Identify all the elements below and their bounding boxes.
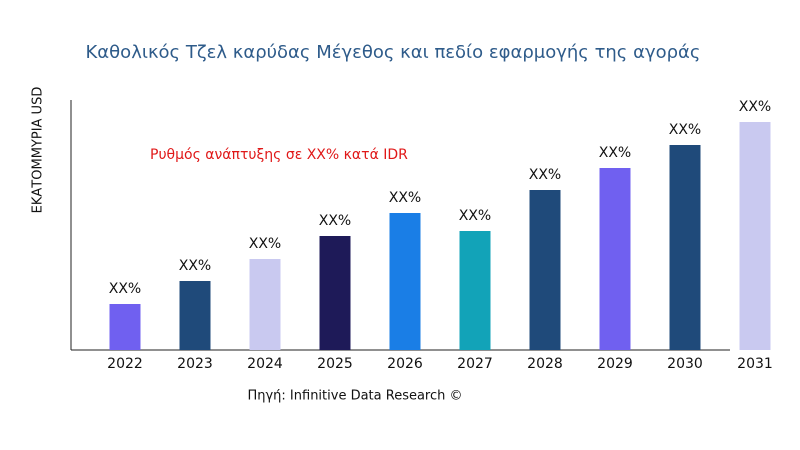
x-tick-label: 2023 bbox=[177, 356, 213, 372]
x-tick-label: 2031 bbox=[737, 356, 773, 372]
bar bbox=[599, 168, 631, 350]
value-label: XX% bbox=[109, 281, 141, 297]
bar bbox=[319, 236, 351, 350]
value-label: XX% bbox=[669, 122, 701, 138]
x-tick-label: 2025 bbox=[317, 356, 353, 372]
x-tick-label: 2028 bbox=[527, 356, 563, 372]
source: Πηγή: Infinitive Data Research © bbox=[247, 389, 462, 404]
x-tick-label: 2027 bbox=[457, 356, 493, 372]
annotation: Ρυθμός ανάπτυξης σε XX% κατά IDR bbox=[150, 147, 408, 163]
x-tick-label: 2030 bbox=[667, 356, 703, 372]
x-tick-label: 2029 bbox=[597, 356, 633, 372]
bar bbox=[389, 213, 421, 350]
value-label: XX% bbox=[389, 190, 421, 206]
value-label: XX% bbox=[599, 145, 631, 161]
value-label: XX% bbox=[249, 236, 281, 252]
chart-title: Καθολικός Τζελ καρύδας Μέγεθος και πεδίο… bbox=[86, 42, 701, 63]
value-label: XX% bbox=[319, 213, 351, 229]
x-tick-label: 2024 bbox=[247, 356, 283, 372]
bar bbox=[529, 190, 561, 350]
bar bbox=[179, 281, 211, 350]
y-axis-label: ΕΚΑΤΟΜΜΥΡΙΑ USD bbox=[31, 87, 46, 214]
x-tick-label: 2022 bbox=[107, 356, 143, 372]
x-tick-label: 2026 bbox=[387, 356, 423, 372]
value-label: XX% bbox=[459, 208, 491, 224]
bar bbox=[669, 145, 701, 350]
bar bbox=[249, 259, 281, 350]
value-label: XX% bbox=[179, 258, 211, 274]
bar bbox=[739, 122, 771, 350]
value-label: XX% bbox=[529, 167, 561, 183]
value-label: XX% bbox=[739, 99, 771, 115]
bar bbox=[109, 304, 141, 350]
bar bbox=[459, 231, 491, 350]
